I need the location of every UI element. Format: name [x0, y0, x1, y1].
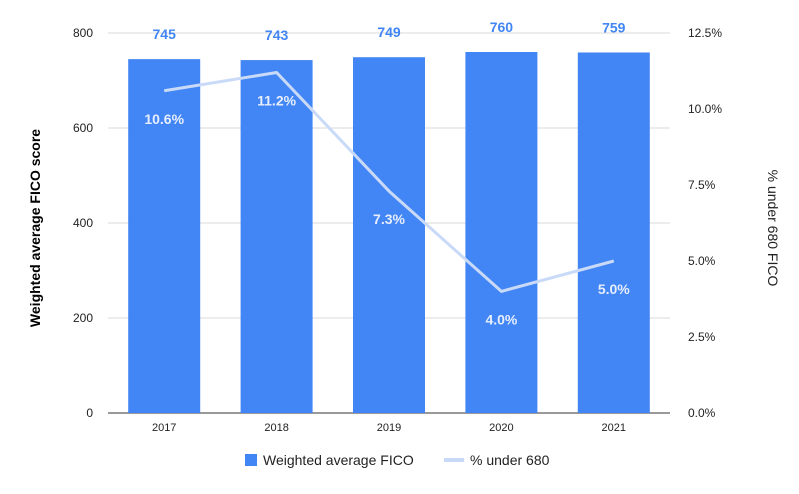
bar-data-label: 760	[490, 19, 514, 35]
line-path	[163, 71, 615, 293]
y-tick-label: 200	[73, 311, 93, 325]
line-series	[163, 71, 615, 293]
bar	[465, 52, 538, 413]
x-tick-label: 2020	[489, 422, 513, 434]
x-tick-label: 2019	[377, 422, 401, 434]
legend-label-bar: Weighted average FICO	[263, 452, 414, 468]
line-data-label: 5.0%	[598, 281, 630, 297]
y2-tick-label: 5.0%	[688, 254, 716, 268]
bar-data-label: 743	[265, 27, 289, 43]
y-tick-label: 400	[73, 216, 93, 230]
x-tick-label: 2017	[152, 422, 176, 434]
bars	[128, 52, 650, 413]
legend-label-line: % under 680	[470, 452, 550, 468]
bar-data-label: 745	[153, 26, 177, 42]
y2-tick-label: 12.5%	[688, 26, 722, 40]
legend-swatch-bar	[245, 454, 257, 466]
data-labels: 745 743 749 760 759 10.6% 11.2% 7.3% 4.0% 5.0%	[144, 19, 630, 327]
bar	[577, 52, 650, 413]
bar-data-label: 759	[602, 19, 626, 35]
line-data-label: 11.2%	[257, 93, 296, 109]
y2-tick-label: 10.0%	[688, 102, 722, 116]
y-tick-label: 600	[73, 121, 93, 135]
x-tick-label: 2021	[602, 422, 626, 434]
y-tick-label: 800	[73, 26, 93, 40]
x-tick-label: 2018	[264, 422, 288, 434]
line-data-label: 10.6%	[144, 111, 184, 127]
y2-tick-label: 2.5%	[688, 330, 716, 344]
y2-axis-title: % under 680 FICO	[765, 170, 781, 287]
line-data-label: 4.0%	[485, 311, 517, 327]
bar-data-label: 749	[377, 24, 401, 40]
y-tick-label: 0	[86, 406, 93, 420]
y2-tick-label: 0.0%	[688, 406, 716, 420]
line-data-label: 7.3%	[373, 211, 405, 227]
bar	[353, 57, 425, 413]
y2-tick-label: 7.5%	[688, 178, 716, 192]
legend: Weighted average FICO % under 680	[245, 452, 550, 468]
axes: 0 200 400 600 800 0.0% 2.5% 5.0% 7.5% 10.0% 12.5% 2…	[73, 26, 722, 434]
bar	[240, 60, 313, 413]
y-axis-title: Weighted average FICO score	[27, 129, 43, 327]
bar	[128, 59, 201, 413]
